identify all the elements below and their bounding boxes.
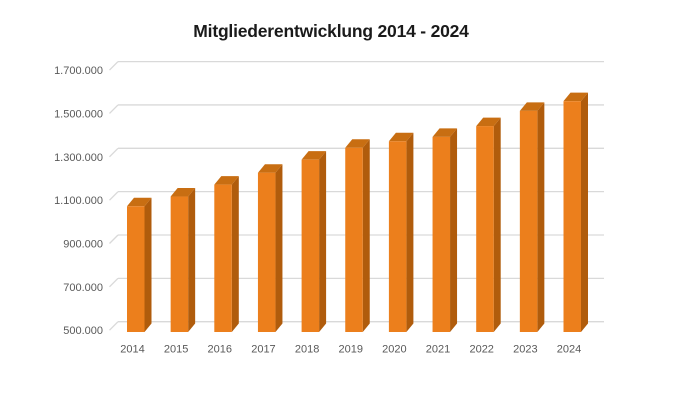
bar-top-face [127,197,152,207]
bar-side-face [231,176,239,332]
bar [257,172,276,332]
bar [476,126,494,333]
x-axis-label: 2019 [339,344,363,356]
bar-top-face [476,117,501,127]
y-axis-tick [109,104,119,114]
y-axis-label: 1.100.000 [54,195,103,207]
x-axis-label: 2017 [251,344,275,356]
bar-top-face [388,132,414,142]
x-axis-label: 2018 [295,344,319,356]
bar-side-face [406,132,414,332]
bar [345,147,363,332]
y-axis-tick [109,321,119,331]
x-axis-label: 2014 [120,344,144,356]
y-axis-label: 700.000 [63,282,103,294]
y-axis-label: 500.000 [63,325,103,337]
x-axis-label: 2021 [426,344,450,356]
x-axis-label: 2020 [382,344,406,356]
chart-title: Mitgliederentwicklung 2014 - 2024 [193,21,469,41]
bar [170,196,189,332]
bar [563,101,581,332]
bar [214,184,232,332]
bar-side-face [188,188,196,332]
y-axis-label: 900.000 [63,239,103,251]
bar-top-face [257,164,283,173]
bar-top-face [170,188,196,197]
bar-top-face [345,139,370,148]
x-axis-label: 2016 [208,344,232,356]
bar-side-face [581,92,588,332]
bar-side-face [493,117,501,333]
bar-side-face [144,197,152,332]
bar-side-face [275,164,283,332]
x-axis-label: 2024 [557,344,581,356]
y-axis-tick [109,191,119,201]
bar [432,136,451,332]
bar-side-face [450,128,458,332]
bar-top-face [301,151,327,160]
y-axis-tick [109,61,119,71]
bar [127,206,145,332]
bar-top-face [214,176,239,185]
bar-top-face [432,128,458,137]
bar [301,159,320,332]
y-axis-tick [109,147,119,158]
bar [388,141,407,332]
bar-side-face [362,139,370,332]
bar-top-face [563,92,588,102]
x-axis-label: 2022 [469,344,493,356]
bar [519,110,538,332]
bar-side-face [537,102,545,332]
y-axis-label: 1.300.000 [54,152,103,164]
y-axis-label: 1.700.000 [54,65,103,77]
y-axis-tick [109,234,119,244]
bar-side-face [319,151,327,332]
y-axis-tick [109,277,119,288]
x-axis-label: 2023 [513,344,537,356]
bar-top-face [519,102,545,111]
x-axis-label: 2015 [164,344,188,356]
y-axis-label: 1.500.000 [54,108,103,120]
